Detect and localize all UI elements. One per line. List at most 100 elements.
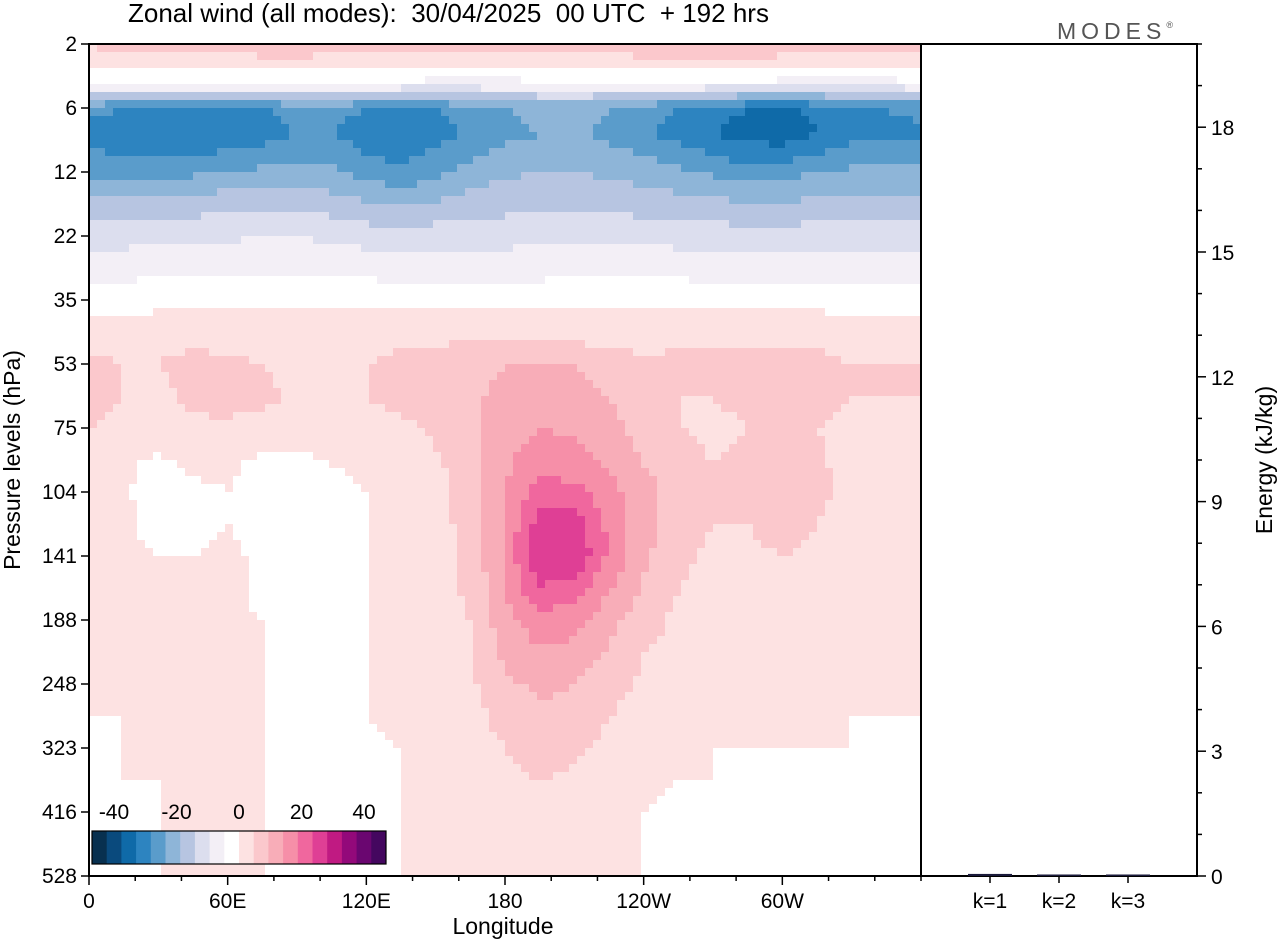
heatmap-cell xyxy=(513,212,522,221)
heatmap-cell xyxy=(497,228,506,237)
heatmap-cell xyxy=(465,356,474,365)
heatmap-cell xyxy=(281,284,290,293)
heatmap-cell xyxy=(337,244,346,253)
heatmap-cell xyxy=(369,100,378,109)
heatmap-cell xyxy=(185,284,194,293)
heatmap-cell xyxy=(609,172,618,181)
heatmap-cell xyxy=(769,404,778,413)
heatmap-cell xyxy=(865,244,874,253)
heatmap-cell xyxy=(513,268,522,277)
heatmap-cell xyxy=(249,300,258,309)
heatmap-cell xyxy=(521,52,530,61)
heatmap-cell xyxy=(785,124,794,133)
heatmap-cell xyxy=(529,284,538,293)
heatmap-cell xyxy=(609,420,618,429)
heatmap-cell xyxy=(249,60,258,69)
heatmap-cell xyxy=(433,204,442,213)
heatmap-cell xyxy=(609,156,618,165)
heatmap-cell xyxy=(241,212,250,221)
heatmap-cell xyxy=(313,380,322,389)
heatmap-cell xyxy=(721,356,730,365)
heatmap-cell xyxy=(873,292,882,301)
heatmap-cell xyxy=(329,356,338,365)
heatmap-cell xyxy=(321,116,330,125)
heatmap-cell xyxy=(857,156,866,165)
heatmap-cell xyxy=(89,228,98,237)
heatmap-cell xyxy=(873,140,882,149)
heatmap-cell xyxy=(305,60,314,69)
heatmap-cell xyxy=(553,196,562,205)
heatmap-cell xyxy=(217,100,226,109)
heatmap-cell xyxy=(337,340,346,349)
heatmap-cell xyxy=(601,236,610,245)
heatmap-cell xyxy=(321,236,330,245)
heatmap-cell xyxy=(705,340,714,349)
heatmap-cell xyxy=(809,332,818,341)
heatmap-cell xyxy=(89,180,98,189)
heatmap-cell xyxy=(625,108,634,117)
heatmap-cell xyxy=(817,100,826,109)
heatmap-cell xyxy=(721,124,730,133)
heatmap-cell xyxy=(753,68,762,77)
heatmap-cell xyxy=(689,388,698,397)
heatmap-cell xyxy=(697,76,706,85)
heatmap-cell xyxy=(841,284,850,293)
heatmap-cell xyxy=(465,60,474,69)
heatmap-cell xyxy=(737,364,746,373)
heatmap-cell xyxy=(161,364,170,373)
heatmap-cell xyxy=(801,292,810,301)
heatmap-cell xyxy=(601,404,610,413)
heatmap-cell xyxy=(721,116,730,125)
heatmap-cell xyxy=(825,308,834,317)
heatmap-cell xyxy=(121,60,130,69)
heatmap-cell xyxy=(913,260,922,269)
heatmap-cell xyxy=(689,348,698,357)
heatmap-cell xyxy=(489,180,498,189)
heatmap-cell xyxy=(105,228,114,237)
heatmap-cell xyxy=(889,76,898,85)
heatmap-cell xyxy=(217,52,226,61)
heatmap-cell xyxy=(305,364,314,373)
heatmap-cell xyxy=(385,76,394,85)
heatmap-cell xyxy=(313,292,322,301)
heatmap-cell xyxy=(217,212,226,221)
heatmap-cell xyxy=(385,316,394,325)
heatmap-cell xyxy=(505,76,514,85)
heatmap-cell xyxy=(241,156,250,165)
heatmap-cell xyxy=(241,332,250,341)
heatmap-cell xyxy=(817,260,826,269)
heatmap-cell xyxy=(281,44,290,53)
heatmap-cell xyxy=(409,356,418,365)
heatmap-cell xyxy=(193,348,202,357)
heatmap-cell xyxy=(529,52,538,61)
heatmap-cell xyxy=(241,252,250,261)
heatmap-cell xyxy=(745,108,754,117)
heatmap-cell xyxy=(625,212,634,221)
heatmap-cell xyxy=(809,252,818,261)
heatmap-cell xyxy=(297,260,306,269)
heatmap-cell xyxy=(121,412,130,421)
heatmap-cell xyxy=(465,412,474,421)
heatmap-cell xyxy=(897,188,906,197)
heatmap-cell xyxy=(457,212,466,221)
heatmap-cell xyxy=(113,148,122,157)
heatmap-cell xyxy=(833,108,842,117)
heatmap-cell xyxy=(113,364,122,373)
heatmap-cell xyxy=(729,196,738,205)
heatmap-cell xyxy=(697,348,706,357)
heatmap-cell xyxy=(209,348,218,357)
heatmap-cell xyxy=(409,180,418,189)
heatmap-cell xyxy=(809,420,818,429)
heatmap-cell xyxy=(153,244,162,253)
heatmap-cell xyxy=(649,292,658,301)
heatmap-cell xyxy=(889,188,898,197)
heatmap-cell xyxy=(753,284,762,293)
heatmap-cell xyxy=(433,68,442,77)
heatmap-cell xyxy=(625,164,634,173)
heatmap-cell xyxy=(321,204,330,213)
heatmap-cell xyxy=(481,220,490,229)
heatmap-cell xyxy=(521,396,530,405)
heatmap-cell xyxy=(809,60,818,69)
heatmap-cell xyxy=(641,164,650,173)
heatmap-cell xyxy=(641,228,650,237)
